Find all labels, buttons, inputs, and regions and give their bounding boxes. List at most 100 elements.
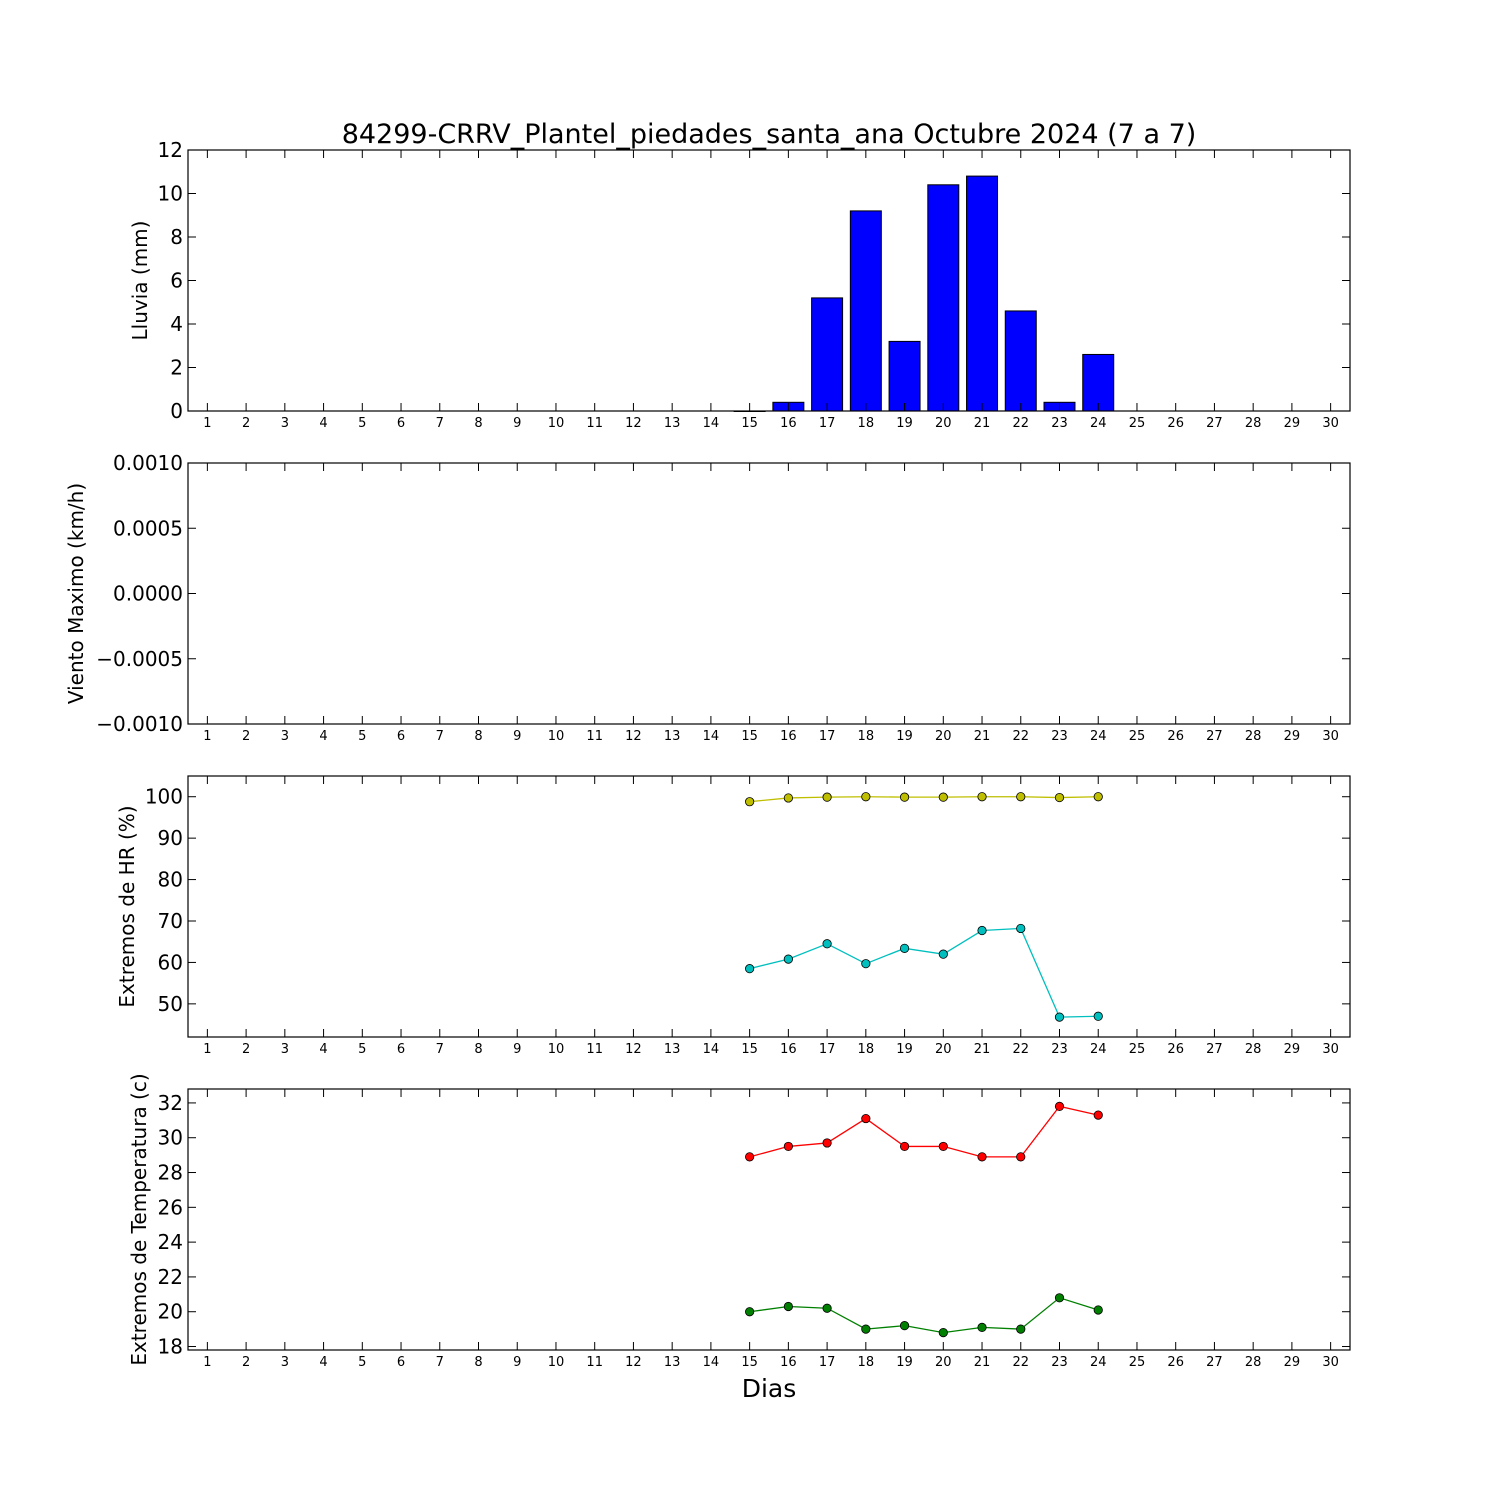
y-tick-label: 10 <box>158 182 183 206</box>
x-tick-label: 1 <box>203 729 211 744</box>
x-tick-label: 27 <box>1206 729 1223 744</box>
x-tick-label: 15 <box>741 1355 758 1370</box>
x-tick-label: 28 <box>1245 729 1262 744</box>
series-2-point-day-15 <box>745 1307 755 1317</box>
x-tick-label: 23 <box>1051 729 1068 744</box>
x-tick-label: 16 <box>780 1355 797 1370</box>
x-tick-label: 17 <box>819 1355 836 1370</box>
x-tick-label: 6 <box>397 729 405 744</box>
series-1-point-day-18 <box>861 1113 871 1124</box>
x-tick-label: 30 <box>1322 729 1339 744</box>
x-tick-label: 23 <box>1051 1355 1068 1370</box>
y-tick-label: 8 <box>170 225 183 249</box>
y-tick-label: 0.0005 <box>113 516 183 540</box>
y-tick-label: 32 <box>158 1091 183 1115</box>
series-2-point-day-15 <box>745 964 755 974</box>
x-tick-label: 2 <box>242 416 250 431</box>
y-tick-label: 0.0000 <box>113 582 183 606</box>
y-tick-label: 2 <box>170 356 183 380</box>
x-tick-label: 14 <box>703 1355 720 1370</box>
series-2-point-day-22 <box>1016 923 1026 934</box>
series-2-point-day-23 <box>1054 1293 1065 1303</box>
series-1-point-day-20 <box>938 792 948 802</box>
x-tick-label: 7 <box>436 729 444 744</box>
series-1-point-day-18 <box>861 792 871 802</box>
x-tick-label: 10 <box>548 1355 565 1370</box>
x-tick-label: 8 <box>474 1042 482 1057</box>
x-tick-label: 25 <box>1129 416 1146 431</box>
bar-day-24 <box>1082 353 1115 412</box>
y-tick-label: 22 <box>158 1265 183 1289</box>
series-1-point-day-19 <box>899 1141 910 1152</box>
bar-day-17 <box>811 297 844 412</box>
x-tick-label: 17 <box>819 729 836 744</box>
x-tick-label: 27 <box>1206 416 1223 431</box>
series-2-point-day-16 <box>783 954 793 964</box>
x-tick-label: 20 <box>935 1042 952 1057</box>
y-tick-label: 50 <box>158 992 183 1016</box>
x-tick-label: 27 <box>1206 1042 1223 1057</box>
x-tick-label: 30 <box>1322 416 1339 431</box>
x-tick-label: 20 <box>935 1355 952 1370</box>
x-tick-label: 18 <box>858 729 875 744</box>
x-tick-label: 8 <box>474 729 482 744</box>
x-tick-label: 25 <box>1129 1042 1146 1057</box>
x-tick-label: 7 <box>436 1355 444 1370</box>
x-axis-label: Dias <box>742 1374 797 1403</box>
x-tick-label: 4 <box>319 729 327 744</box>
series-1-point-day-17 <box>822 792 832 802</box>
series-2-point-day-24 <box>1093 1305 1103 1315</box>
x-tick-label: 27 <box>1206 1355 1223 1370</box>
series-1-point-day-22 <box>1016 792 1026 802</box>
x-tick-label: 28 <box>1245 1042 1262 1057</box>
x-tick-label: 12 <box>625 416 642 431</box>
y-tick-label: 12 <box>158 138 183 162</box>
x-tick-label: 26 <box>1167 729 1184 744</box>
series-2-point-day-19 <box>899 943 910 953</box>
x-tick-label: 25 <box>1129 729 1146 744</box>
x-tick-label: 3 <box>281 1042 289 1057</box>
series-2-point-day-16 <box>783 1301 793 1312</box>
series-2-point-day-19 <box>899 1321 910 1331</box>
x-tick-label: 5 <box>358 1355 366 1370</box>
x-tick-label: 3 <box>281 1355 289 1370</box>
x-tick-label: 24 <box>1090 1042 1107 1057</box>
x-tick-label: 3 <box>281 729 289 744</box>
x-tick-label: 1 <box>203 1355 211 1370</box>
series-line-2 <box>749 927 1099 1018</box>
series-1-point-day-23 <box>1054 1101 1065 1112</box>
series-line-1 <box>749 1105 1099 1158</box>
plot-frame <box>187 775 1351 1038</box>
x-tick-label: 8 <box>474 1355 482 1370</box>
x-tick-label: 15 <box>741 416 758 431</box>
x-tick-label: 5 <box>358 1042 366 1057</box>
x-tick-label: 10 <box>548 729 565 744</box>
y-tick-label: 0 <box>170 399 183 423</box>
x-tick-label: 21 <box>974 1355 991 1370</box>
x-tick-label: 19 <box>896 416 913 431</box>
y-tick-label: 90 <box>158 826 183 850</box>
x-tick-label: 29 <box>1284 416 1301 431</box>
series-1-point-day-23 <box>1054 792 1065 803</box>
x-tick-label: 7 <box>436 1042 444 1057</box>
series-1-point-day-15 <box>745 1152 755 1162</box>
x-tick-label: 12 <box>625 1355 642 1370</box>
x-tick-label: 29 <box>1284 1042 1301 1057</box>
x-tick-label: 20 <box>935 729 952 744</box>
x-tick-label: 11 <box>586 1042 603 1057</box>
x-tick-label: 28 <box>1245 416 1262 431</box>
x-tick-label: 13 <box>664 729 681 744</box>
y-tick-label: 24 <box>158 1230 183 1254</box>
x-tick-label: 30 <box>1322 1042 1339 1057</box>
x-tick-label: 19 <box>896 1042 913 1057</box>
x-tick-label: 1 <box>203 1042 211 1057</box>
x-tick-label: 17 <box>819 416 836 431</box>
x-tick-label: 6 <box>397 1042 405 1057</box>
x-tick-label: 11 <box>586 1355 603 1370</box>
x-tick-label: 15 <box>741 729 758 744</box>
